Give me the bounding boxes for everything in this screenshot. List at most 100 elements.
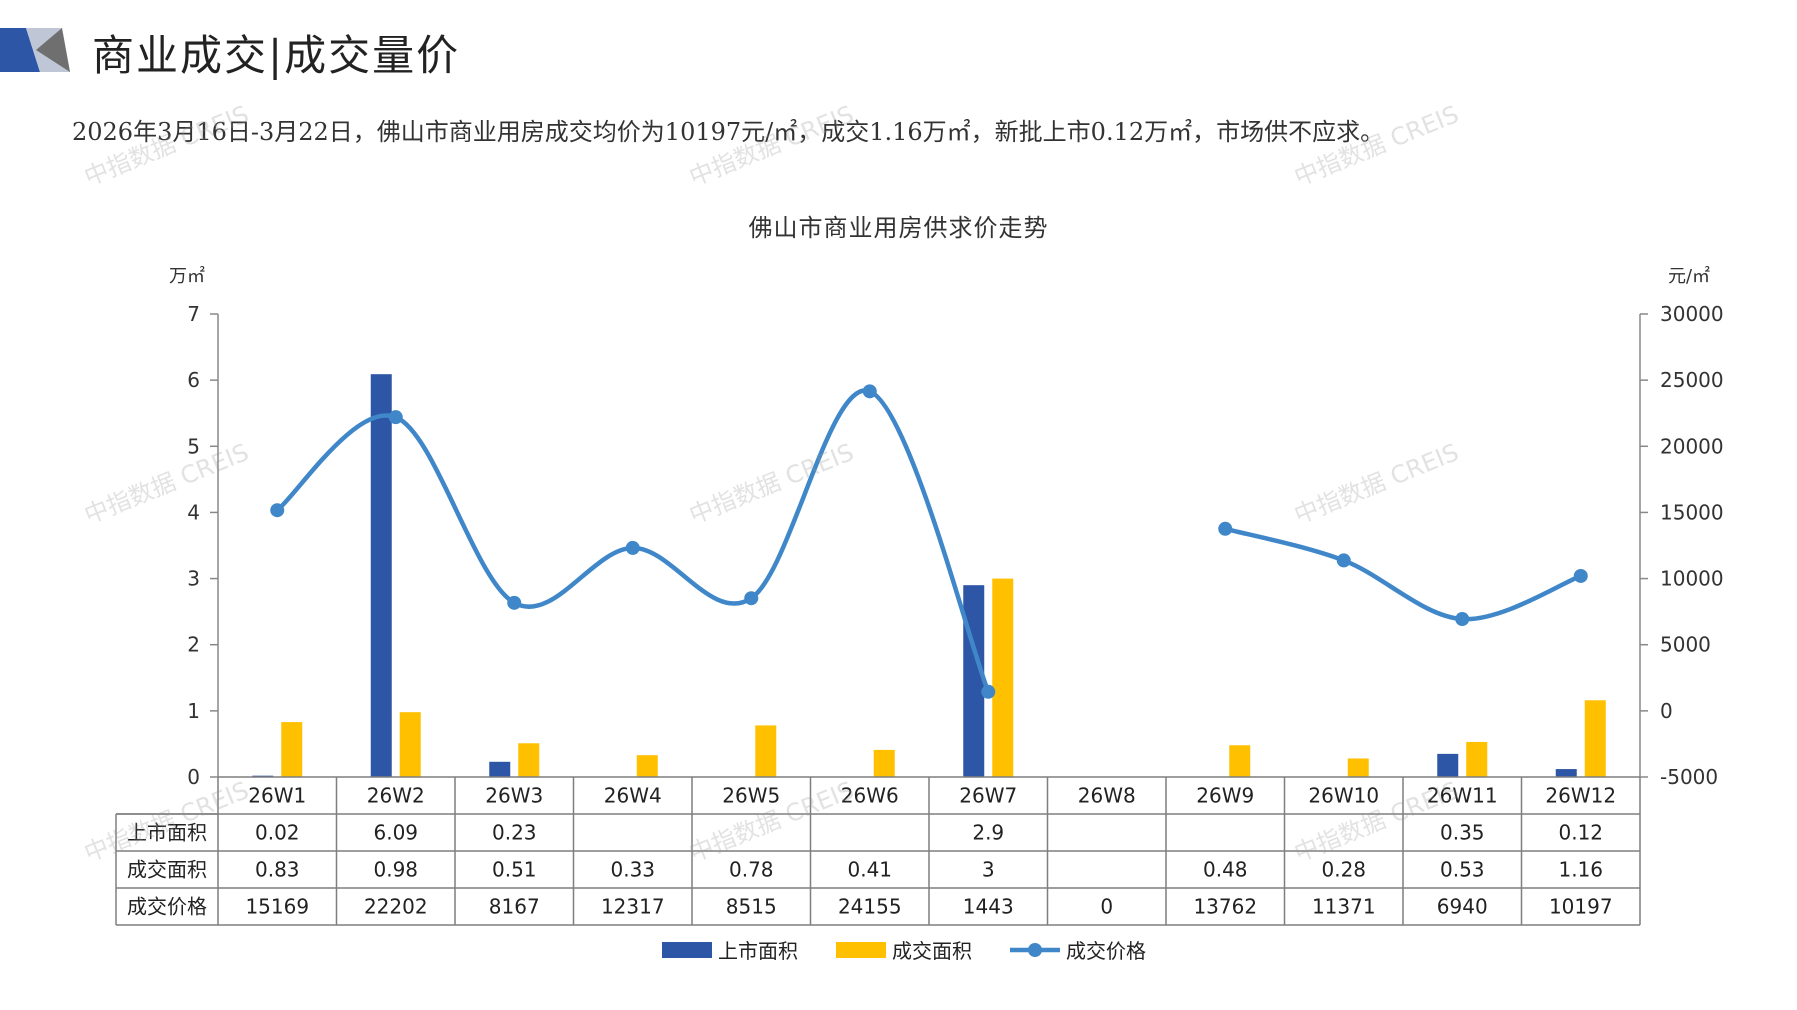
legend-label-deal: 成交面积: [892, 939, 972, 963]
legend-label-supply: 上市面积: [718, 939, 798, 963]
table-price-cell: 0: [1100, 895, 1113, 919]
y-left-tick-label: 1: [187, 699, 200, 723]
table-deal-cell: 0.41: [847, 858, 892, 882]
bar-deal: [1584, 700, 1606, 777]
bar-deal: [1229, 745, 1251, 777]
table-price-cell: 6940: [1437, 895, 1488, 919]
table-supply-cell: 0.02: [255, 821, 300, 845]
price-point: [862, 384, 877, 399]
table-deal-cell: 3: [982, 858, 995, 882]
table-price-cell: 8515: [726, 895, 777, 919]
bar-deal: [873, 749, 895, 777]
bar-deal: [1466, 741, 1488, 777]
bar-supply: [370, 374, 392, 777]
table-category: 26W1: [248, 784, 306, 808]
price-line: [1223, 526, 1583, 622]
bar-deal: [992, 578, 1014, 777]
page-title: 商业成交|成交量价: [92, 31, 461, 80]
bar-deal: [636, 755, 658, 777]
table-deal-cell: 0.78: [729, 858, 774, 882]
price-point: [1218, 521, 1233, 536]
y-left-unit: 万㎡: [169, 265, 205, 287]
table-supply-cell: 6.09: [373, 821, 418, 845]
table-deal-cell: 0.83: [255, 858, 300, 882]
table-supply-cell: 2.9: [972, 821, 1004, 845]
table-price-cell: 13762: [1193, 895, 1257, 919]
bar-deal: [518, 743, 540, 777]
table-category: 26W3: [485, 784, 543, 808]
table-price-cell: 15169: [245, 895, 309, 919]
bar-supply: [1437, 753, 1459, 777]
bar-supply: [1555, 769, 1577, 777]
y-left-tick-label: 0: [187, 765, 200, 789]
y-left-tick-label: 3: [187, 567, 200, 591]
y-left-tick-label: 2: [187, 633, 200, 657]
y-right-unit: 元/㎡: [1668, 265, 1710, 287]
bar-supply: [489, 761, 511, 777]
table-row-header: 成交价格: [127, 895, 207, 919]
chart-title: 佛山市商业用房供求价走势: [748, 214, 1049, 242]
y-right-tick-label: 20000: [1660, 434, 1724, 458]
y-right-tick-label: 25000: [1660, 368, 1724, 392]
price-point: [625, 540, 640, 555]
price-point: [507, 595, 522, 610]
y-right-tick-label: -5000: [1660, 765, 1718, 789]
table-deal-cell: 0.33: [610, 858, 655, 882]
table-category: 26W8: [1078, 784, 1136, 808]
y-left-tick-label: 4: [187, 500, 200, 524]
table-category: 26W12: [1545, 784, 1616, 808]
table-price-cell: 8167: [489, 895, 540, 919]
bar-deal: [1347, 758, 1369, 777]
table-deal-cell: 0.53: [1440, 858, 1485, 882]
table-category: 26W5: [722, 784, 780, 808]
table-category: 26W2: [367, 784, 425, 808]
legend-label-price: 成交价格: [1066, 939, 1146, 963]
page-header: 商业成交|成交量价: [0, 20, 1797, 80]
table-category: 26W11: [1427, 784, 1498, 808]
price-point: [270, 503, 285, 518]
table-category: 26W9: [1196, 784, 1254, 808]
price-point: [744, 591, 759, 606]
y-right-tick-label: 15000: [1660, 500, 1724, 524]
table-deal-cell: 0.51: [492, 858, 537, 882]
y-right-tick-label: 5000: [1660, 633, 1711, 657]
table-price-cell: 24155: [838, 895, 902, 919]
price-point: [981, 684, 996, 699]
table-category: 26W7: [959, 784, 1017, 808]
table-price-cell: 10197: [1549, 895, 1613, 919]
summary-text: 2026年3月16日-3月22日，佛山市商业用房成交均价为10197元/㎡，成交…: [72, 118, 1385, 146]
legend-swatch-supply: [662, 942, 712, 958]
y-left-tick-label: 5: [187, 434, 200, 458]
table-deal-cell: 0.28: [1321, 858, 1366, 882]
table-price-cell: 22202: [364, 895, 428, 919]
table-deal-cell: 1.16: [1558, 858, 1603, 882]
table-supply-cell: 0.12: [1558, 821, 1603, 845]
y-left-tick-label: 6: [187, 368, 200, 392]
table-category: 26W6: [841, 784, 899, 808]
price-point: [1455, 612, 1470, 627]
table-price-cell: 11371: [1312, 895, 1376, 919]
y-right-tick-label: 10000: [1660, 567, 1724, 591]
bar-deal: [281, 722, 303, 777]
table-price-cell: 1443: [963, 895, 1014, 919]
legend-marker-price: [1028, 943, 1042, 957]
price-point: [388, 410, 403, 425]
table-supply-cell: 0.23: [492, 821, 537, 845]
table-category: 26W4: [604, 784, 662, 808]
y-right-tick-label: 0: [1660, 699, 1673, 723]
bar-supply: [963, 585, 985, 777]
logo-shape: [0, 28, 70, 72]
y-left-tick-label: 7: [187, 302, 200, 326]
table-deal-cell: 0.48: [1203, 858, 1248, 882]
bar-deal: [399, 712, 421, 777]
legend-swatch-deal: [836, 942, 886, 958]
table-row-header: 上市面积: [127, 821, 207, 845]
table-row-header: 成交面积: [127, 858, 207, 882]
table-supply-cell: 0.35: [1440, 821, 1485, 845]
price-line: [275, 388, 991, 695]
table-category: 26W10: [1308, 784, 1379, 808]
y-right-tick-label: 30000: [1660, 302, 1724, 326]
bar-deal: [755, 725, 777, 777]
table-price-cell: 12317: [601, 895, 665, 919]
